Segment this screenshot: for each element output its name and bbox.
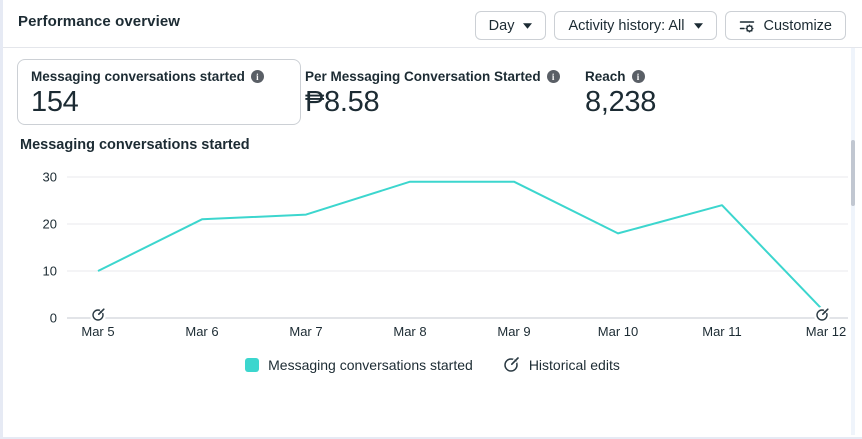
customize-button[interactable]: Customize — [724, 11, 846, 40]
metric-label: Messaging conversations started i — [31, 69, 287, 84]
svg-text:0: 0 — [50, 311, 57, 326]
svg-text:20: 20 — [43, 217, 57, 232]
toolbar: Day Activity history: All Customize — [474, 11, 846, 40]
svg-text:Mar 10: Mar 10 — [598, 324, 638, 339]
metric-label-text: Reach — [585, 69, 626, 84]
metric-card-messaging-conversations-started[interactable]: Messaging conversations started i 154 — [17, 59, 301, 125]
legend-item-series[interactable]: Messaging conversations started — [245, 357, 473, 373]
performance-overview-card: Performance overview Day Activity histor… — [3, 0, 862, 437]
svg-text:10: 10 — [43, 264, 57, 279]
series-color-swatch — [245, 357, 260, 372]
svg-text:Mar 7: Mar 7 — [289, 324, 322, 339]
metric-value: 8,238 — [585, 86, 657, 118]
line-chart[interactable]: 30 20 10 0 Mar 5 Mar 6 Mar 7 Mar 8 Mar 9 Mar 10 Ma… — [3, 160, 862, 354]
page-title: Performance overview — [18, 13, 181, 30]
chart-legend: Messaging conversations started Historic… — [3, 356, 862, 373]
metric-value: ₱8.58 — [305, 86, 380, 118]
scrollbar-track[interactable] — [851, 48, 855, 435]
svg-text:Mar 8: Mar 8 — [393, 324, 426, 339]
customize-icon — [739, 20, 754, 32]
header-divider — [3, 47, 862, 48]
day-dropdown[interactable]: Day — [474, 11, 547, 40]
info-icon[interactable]: i — [546, 70, 560, 83]
activity-history-label: Activity history: All — [568, 17, 685, 34]
chevron-down-icon — [523, 22, 533, 29]
legend-series-label: Messaging conversations started — [268, 356, 473, 373]
metric-label: Reach i — [585, 69, 656, 84]
activity-history-dropdown[interactable]: Activity history: All — [554, 11, 717, 40]
svg-text:Mar 11: Mar 11 — [702, 324, 742, 339]
info-icon[interactable]: i — [250, 70, 264, 83]
metric-reach[interactable]: Reach i 8,238 — [585, 59, 656, 119]
metric-label-text: Per Messaging Conversation Started — [305, 69, 541, 84]
svg-text:Mar 12: Mar 12 — [806, 324, 846, 339]
svg-text:Mar 9: Mar 9 — [497, 324, 530, 339]
metric-label-text: Messaging conversations started — [31, 69, 245, 84]
scrollbar-thumb[interactable] — [851, 140, 855, 206]
svg-text:Mar 5: Mar 5 — [81, 324, 114, 339]
legend-historical-edits-label: Historical edits — [528, 356, 620, 373]
chevron-down-icon — [693, 22, 703, 29]
info-icon[interactable]: i — [631, 70, 645, 83]
metric-per-messaging-conversation-started[interactable]: Per Messaging Conversation Started i ₱8.… — [305, 59, 560, 119]
svg-text:30: 30 — [43, 170, 57, 185]
svg-text:Mar 6: Mar 6 — [185, 324, 218, 339]
historical-edit-icon — [504, 357, 519, 372]
metric-value: 154 — [31, 86, 79, 118]
customize-label: Customize — [763, 17, 833, 34]
metric-label: Per Messaging Conversation Started i — [305, 69, 560, 84]
day-dropdown-label: Day — [488, 17, 515, 34]
legend-item-historical-edits[interactable]: Historical edits — [503, 356, 620, 373]
chart-title: Messaging conversations started — [20, 137, 250, 153]
